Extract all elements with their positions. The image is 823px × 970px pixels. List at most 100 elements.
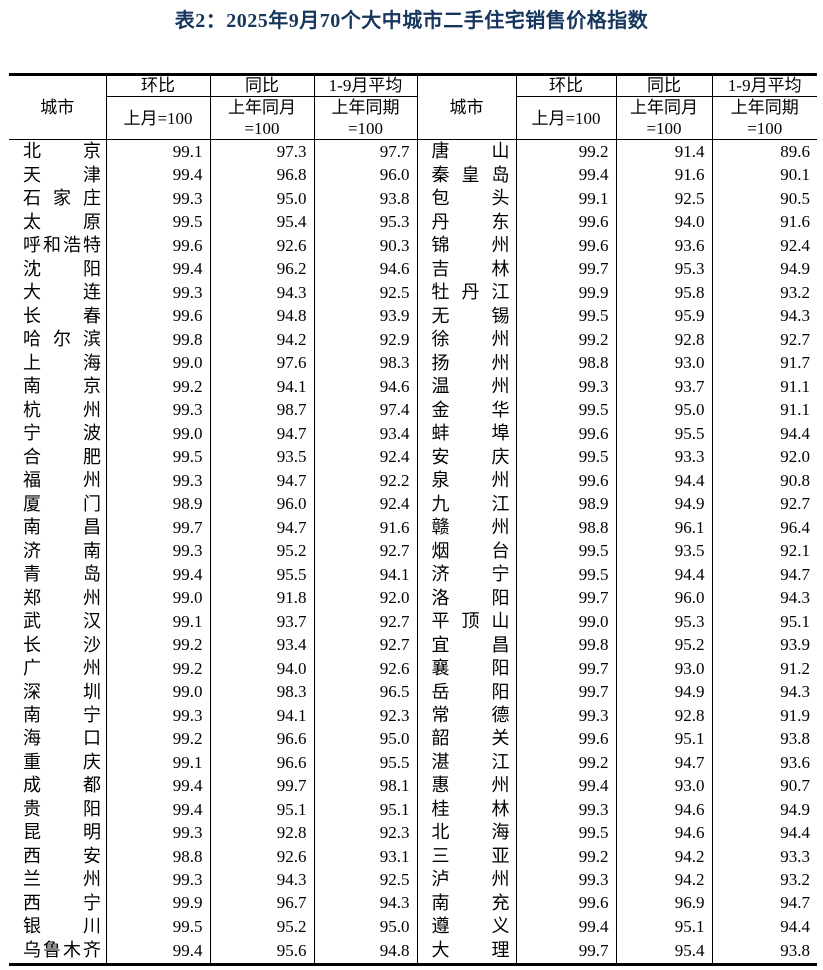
- value-cell: 99.3: [106, 704, 211, 728]
- value-cell: 94.2: [210, 328, 315, 352]
- city-name: 宁波: [23, 423, 101, 444]
- city-cell: 昆明: [9, 821, 107, 845]
- city-name: 秦皇岛: [431, 164, 510, 185]
- city-name: 烟台: [431, 540, 510, 561]
- city-name: 南京: [23, 376, 101, 397]
- value-cell: 99.2: [516, 328, 617, 352]
- value-cell: 96.8: [210, 163, 315, 188]
- city-name: 安庆: [431, 446, 510, 467]
- value-cell: 94.9: [616, 492, 713, 517]
- city-name: 成都: [23, 775, 101, 796]
- value-cell: 93.5: [210, 445, 315, 470]
- city-cell: 秦皇岛: [417, 163, 517, 188]
- value-cell: 95.1: [314, 798, 418, 822]
- value-cell: 94.4: [780, 916, 810, 936]
- city-cell: 呼和浩特: [9, 234, 107, 258]
- value-cell: 95.0: [314, 727, 418, 752]
- value-cell: 92.7: [314, 539, 418, 564]
- value-cell: 94.6: [314, 257, 418, 282]
- value-cell: 96.7: [210, 891, 315, 916]
- value-cell: 99.0: [106, 680, 211, 705]
- value-cell: 95.4: [210, 210, 315, 235]
- value-cell: 92.4: [314, 492, 418, 517]
- value-cell: 90.1: [780, 165, 810, 185]
- value-cell: 99.0: [106, 586, 211, 611]
- value-cell: 95.3: [616, 257, 713, 282]
- yoy-column-header-left: 同比: [210, 74, 315, 98]
- value-cell: 92.4: [780, 235, 810, 255]
- value-cell: 97.4: [314, 398, 418, 423]
- value-cell: 93.9: [780, 635, 810, 655]
- value-cell: 91.1: [780, 400, 810, 420]
- value-cell: 90.3: [314, 234, 418, 258]
- city-cell: 西安: [9, 844, 107, 869]
- value-cell: 96.0: [314, 163, 418, 188]
- city-cell: 牡丹江: [417, 281, 517, 305]
- value-cell: 92.0: [780, 447, 810, 467]
- value-cell: 94.9: [780, 259, 810, 279]
- value-cell: 98.3: [210, 680, 315, 705]
- value-cell: 92.4: [314, 445, 418, 470]
- value-cell: 94.1: [210, 375, 315, 399]
- city-cell: 厦门: [9, 492, 107, 517]
- city-name: 济南: [23, 540, 101, 561]
- value-cell: 99.6: [516, 891, 617, 916]
- value-cell: 96.6: [210, 727, 315, 752]
- city-cell: 海口: [9, 727, 107, 752]
- value-cell: 99.8: [516, 633, 617, 658]
- value-cell: 99.5: [516, 304, 617, 329]
- city-cell: 郑州: [9, 586, 107, 611]
- value-cell: 94.6: [616, 798, 713, 822]
- value-cell: 99.3: [516, 704, 617, 728]
- table-row: 济南 99.3 95.2 92.7 烟台 99.5 93.5 92.1: [9, 539, 817, 564]
- value-cell: 99.4: [106, 798, 211, 822]
- value-cell: 99.2: [516, 139, 617, 164]
- city-cell: 成都: [9, 774, 107, 798]
- value-cell: 91.7: [780, 353, 810, 373]
- value-cell: 93.6: [616, 234, 713, 258]
- table-row: 南宁 99.3 94.1 92.3 常德 99.3 92.8 91.9: [9, 704, 817, 728]
- value-cell: 93.0: [616, 351, 713, 376]
- city-name: 太原: [23, 211, 101, 232]
- city-name: 南宁: [23, 705, 101, 725]
- value-cell: 92.6: [210, 844, 315, 869]
- table-row: 宁波 99.0 94.7 93.4 蚌埠 99.6 95.5 94.4: [9, 422, 817, 446]
- table-row: 大连 99.3 94.3 92.5 牡丹江 99.9 95.8 93.2: [9, 281, 817, 305]
- value-cell: 94.8: [314, 938, 418, 965]
- value-cell: 99.7: [516, 938, 617, 965]
- city-cell: 合肥: [9, 445, 107, 470]
- value-cell: 91.4: [616, 139, 713, 164]
- value-cell: 92.8: [210, 821, 315, 845]
- value-cell: 99.3: [106, 868, 211, 892]
- city-name: 贵阳: [23, 798, 101, 819]
- price-index-table: 城市 环比 同比 1-9月平均 城市 环比 同比 1-9月平均 上月=100 上…: [9, 73, 817, 966]
- value-cell: 99.3: [106, 469, 211, 493]
- value-cell: 92.6: [210, 234, 315, 258]
- table-row: 广州 99.2 94.0 92.6 襄阳 99.7 93.0 91.2: [9, 657, 817, 681]
- city-name: 广州: [23, 658, 101, 679]
- city-cell: 金华: [417, 398, 517, 423]
- value-cell: 97.7: [314, 139, 418, 164]
- table-row: 南京 99.2 94.1 94.6 温州 99.3 93.7 91.1: [9, 375, 817, 399]
- city-cell: 扬州: [417, 351, 517, 376]
- table-header: 城市 环比 同比 1-9月平均 城市 环比 同比 1-9月平均 上月=100 上…: [9, 74, 817, 141]
- value-cell: 94.2: [616, 868, 713, 892]
- value-cell: 92.5: [314, 281, 418, 305]
- table-row: 南昌 99.7 94.7 91.6 赣州 98.8 96.1 96.4: [9, 516, 817, 540]
- city-name: 锦州: [431, 235, 510, 256]
- city-name: 北海: [431, 822, 510, 843]
- city-name: 济宁: [431, 564, 510, 585]
- value-cell: 99.7: [106, 516, 211, 540]
- city-name: 南充: [431, 892, 510, 913]
- table-row: 重庆 99.1 96.6 95.5 湛江 99.2 94.7 93.6: [9, 751, 817, 775]
- city-name: 三亚: [431, 845, 510, 866]
- value-cell: 99.4: [516, 915, 617, 939]
- value-cell: 91.6: [616, 163, 713, 188]
- value-cell: 90.5: [780, 188, 810, 208]
- city-name: 南昌: [23, 517, 101, 538]
- value-cell: 98.9: [106, 492, 211, 517]
- city-cell: 九江: [417, 492, 517, 517]
- value-cell: 92.7: [780, 329, 810, 349]
- yoy-base-header-left: 上年同月=100: [210, 96, 315, 141]
- value-cell: 99.6: [516, 469, 617, 493]
